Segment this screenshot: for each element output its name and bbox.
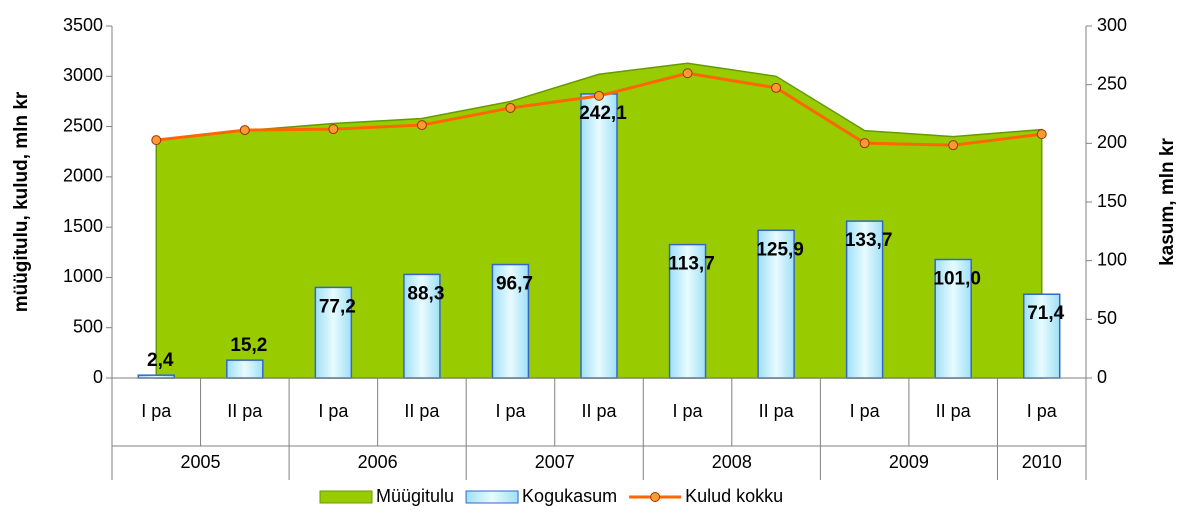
x-tick-label: II pa xyxy=(404,401,440,421)
value-label: 125,9 xyxy=(756,239,804,260)
y2-tick-label: 100 xyxy=(1097,249,1127,269)
x-tick-label: II pa xyxy=(227,401,263,421)
y-tick-label: 2500 xyxy=(63,115,103,135)
bar xyxy=(668,243,707,379)
y-tick-label: 3000 xyxy=(63,65,103,85)
bar xyxy=(757,229,795,379)
x-group-label: 2007 xyxy=(535,452,575,472)
x-tick-label: I pa xyxy=(1027,401,1058,421)
y2-tick-label: 0 xyxy=(1097,367,1107,387)
value-label: 2,4 xyxy=(147,350,174,371)
x-tick-label: II pa xyxy=(759,401,795,421)
y-tick-label: 0 xyxy=(93,367,103,387)
bar xyxy=(934,258,972,379)
bar xyxy=(580,93,618,379)
value-label: 15,2 xyxy=(230,335,267,356)
line-marker xyxy=(594,90,604,101)
x-group-label: 2009 xyxy=(889,452,929,472)
y-tick-label: 3500 xyxy=(63,15,103,35)
value-label: 96,7 xyxy=(496,274,533,295)
bar xyxy=(491,263,530,379)
value-label: 113,7 xyxy=(668,254,715,275)
y-tick-label: 1000 xyxy=(63,266,103,286)
y-tick-label: 1500 xyxy=(63,216,103,236)
x-group-label: 2010 xyxy=(1022,452,1062,472)
legend-label: Kulud kokku xyxy=(685,486,783,506)
y-tick-label: 500 xyxy=(73,316,103,336)
x-tick-label: II pa xyxy=(936,401,972,421)
x-group-label: 2006 xyxy=(358,452,398,472)
bar xyxy=(845,220,884,379)
x-tick-label: I pa xyxy=(495,401,526,421)
value-label: 77,2 xyxy=(319,296,356,317)
x-group-label: 2008 xyxy=(712,452,752,472)
line-marker xyxy=(505,102,516,113)
legend-label: Kogukasum xyxy=(522,486,617,506)
value-label: 133,7 xyxy=(845,230,893,251)
value-label: 242,1 xyxy=(579,103,627,124)
y2-tick-label: 300 xyxy=(1097,15,1127,35)
x-tick-label: I pa xyxy=(318,401,349,421)
bar xyxy=(314,286,353,379)
line-marker xyxy=(771,82,782,93)
legend-swatch xyxy=(319,490,373,504)
line-marker xyxy=(948,140,959,151)
legend-label: Müügitulu xyxy=(376,486,454,506)
y2-tick-label: 200 xyxy=(1097,132,1127,152)
line-marker xyxy=(1036,129,1047,140)
bar xyxy=(403,273,441,379)
bar xyxy=(226,359,264,379)
x-tick-label: II pa xyxy=(581,401,617,421)
legend-swatch xyxy=(465,490,519,504)
y2-tick-label: 50 xyxy=(1097,308,1117,328)
y2-tick-label: 250 xyxy=(1097,73,1127,93)
y2-axis-title: kasum, mln kr xyxy=(1157,138,1178,266)
y-tick-label: 2000 xyxy=(63,166,103,186)
line-marker xyxy=(239,125,250,136)
y-axis-title: müügitulu, kulud, mln kr xyxy=(11,91,32,312)
legend-marker xyxy=(650,492,661,502)
value-label: 88,3 xyxy=(407,283,444,304)
x-tick-label: I pa xyxy=(141,401,172,421)
value-label: 101,0 xyxy=(933,269,981,290)
x-group-label: 2005 xyxy=(181,452,221,472)
x-tick-label: I pa xyxy=(673,401,704,421)
x-tick-label: I pa xyxy=(850,401,881,421)
line-marker xyxy=(151,135,162,146)
line-marker xyxy=(682,68,693,79)
line-marker xyxy=(859,138,870,149)
line-marker xyxy=(328,124,339,135)
line-marker xyxy=(416,120,427,131)
y2-tick-label: 150 xyxy=(1097,191,1127,211)
value-label: 71,4 xyxy=(1027,303,1064,324)
bar xyxy=(1022,293,1061,379)
